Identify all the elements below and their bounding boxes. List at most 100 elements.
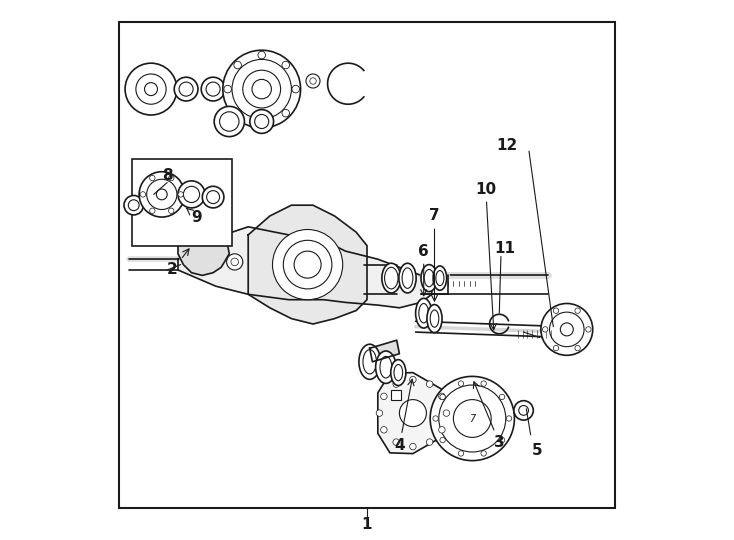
Circle shape bbox=[381, 427, 387, 433]
Text: 3: 3 bbox=[473, 382, 504, 450]
Text: 4: 4 bbox=[394, 379, 414, 453]
Circle shape bbox=[426, 381, 433, 387]
Circle shape bbox=[234, 61, 241, 69]
Circle shape bbox=[393, 439, 399, 446]
Polygon shape bbox=[378, 373, 459, 454]
Ellipse shape bbox=[394, 364, 403, 381]
Text: 5: 5 bbox=[532, 443, 542, 458]
Polygon shape bbox=[178, 227, 432, 308]
Circle shape bbox=[481, 381, 487, 386]
Ellipse shape bbox=[363, 350, 377, 374]
Circle shape bbox=[258, 51, 266, 59]
Text: 2: 2 bbox=[167, 249, 189, 278]
Ellipse shape bbox=[399, 263, 416, 293]
Circle shape bbox=[575, 308, 581, 313]
Circle shape bbox=[454, 400, 491, 437]
Bar bbox=[391, 390, 401, 400]
Ellipse shape bbox=[359, 345, 380, 379]
Circle shape bbox=[550, 312, 584, 347]
Circle shape bbox=[440, 394, 446, 400]
Circle shape bbox=[458, 451, 464, 456]
Circle shape bbox=[519, 406, 528, 415]
Ellipse shape bbox=[380, 356, 392, 378]
Circle shape bbox=[206, 82, 220, 96]
Text: 9: 9 bbox=[186, 208, 202, 225]
Ellipse shape bbox=[436, 271, 444, 286]
Circle shape bbox=[258, 119, 266, 127]
Circle shape bbox=[458, 381, 464, 386]
Circle shape bbox=[169, 208, 174, 213]
Circle shape bbox=[282, 110, 289, 117]
Circle shape bbox=[250, 110, 274, 133]
Circle shape bbox=[136, 74, 166, 104]
Circle shape bbox=[586, 327, 591, 332]
Circle shape bbox=[231, 258, 239, 266]
Circle shape bbox=[377, 410, 382, 416]
Circle shape bbox=[184, 186, 200, 202]
Text: 11: 11 bbox=[494, 241, 515, 256]
Circle shape bbox=[227, 254, 243, 270]
Circle shape bbox=[255, 114, 269, 129]
Circle shape bbox=[272, 230, 343, 300]
Circle shape bbox=[560, 323, 573, 336]
Circle shape bbox=[410, 376, 416, 383]
Circle shape bbox=[439, 393, 445, 400]
Polygon shape bbox=[370, 340, 399, 362]
Circle shape bbox=[292, 85, 299, 93]
Circle shape bbox=[381, 393, 387, 400]
Ellipse shape bbox=[390, 360, 406, 386]
Circle shape bbox=[178, 181, 205, 208]
Circle shape bbox=[169, 176, 174, 181]
Circle shape bbox=[139, 172, 184, 217]
Circle shape bbox=[443, 410, 450, 416]
Text: 1: 1 bbox=[362, 517, 372, 532]
Circle shape bbox=[430, 376, 515, 461]
Circle shape bbox=[433, 416, 438, 421]
Circle shape bbox=[201, 77, 225, 101]
Circle shape bbox=[542, 327, 548, 332]
Circle shape bbox=[541, 303, 593, 355]
Text: 6: 6 bbox=[418, 244, 429, 296]
Circle shape bbox=[178, 192, 184, 197]
Circle shape bbox=[575, 346, 581, 351]
Ellipse shape bbox=[427, 305, 442, 333]
Text: 12: 12 bbox=[497, 138, 518, 153]
Circle shape bbox=[219, 112, 239, 131]
Circle shape bbox=[499, 394, 505, 400]
Circle shape bbox=[140, 192, 145, 197]
Circle shape bbox=[203, 186, 224, 208]
Circle shape bbox=[125, 63, 177, 115]
Circle shape bbox=[426, 439, 433, 446]
Circle shape bbox=[506, 416, 512, 421]
Ellipse shape bbox=[424, 269, 434, 287]
Ellipse shape bbox=[382, 263, 401, 293]
Circle shape bbox=[147, 179, 177, 210]
Circle shape bbox=[174, 77, 198, 101]
Circle shape bbox=[440, 437, 446, 443]
Circle shape bbox=[410, 443, 416, 450]
Text: 7: 7 bbox=[469, 414, 476, 423]
Circle shape bbox=[223, 50, 301, 128]
Circle shape bbox=[306, 74, 320, 88]
Circle shape bbox=[393, 381, 399, 387]
Circle shape bbox=[150, 208, 155, 213]
Circle shape bbox=[514, 401, 534, 420]
Circle shape bbox=[481, 451, 487, 456]
Circle shape bbox=[206, 191, 219, 204]
Circle shape bbox=[179, 82, 193, 96]
Circle shape bbox=[150, 176, 155, 181]
Polygon shape bbox=[248, 205, 367, 324]
Ellipse shape bbox=[402, 268, 413, 288]
Text: 8: 8 bbox=[162, 168, 172, 183]
Circle shape bbox=[252, 79, 272, 99]
Circle shape bbox=[553, 308, 559, 313]
Circle shape bbox=[156, 189, 167, 200]
Ellipse shape bbox=[376, 351, 396, 383]
Polygon shape bbox=[178, 224, 229, 275]
Circle shape bbox=[399, 400, 426, 427]
Circle shape bbox=[243, 70, 280, 108]
Circle shape bbox=[224, 85, 231, 93]
Circle shape bbox=[234, 110, 241, 117]
Circle shape bbox=[124, 195, 143, 215]
Circle shape bbox=[439, 385, 506, 452]
